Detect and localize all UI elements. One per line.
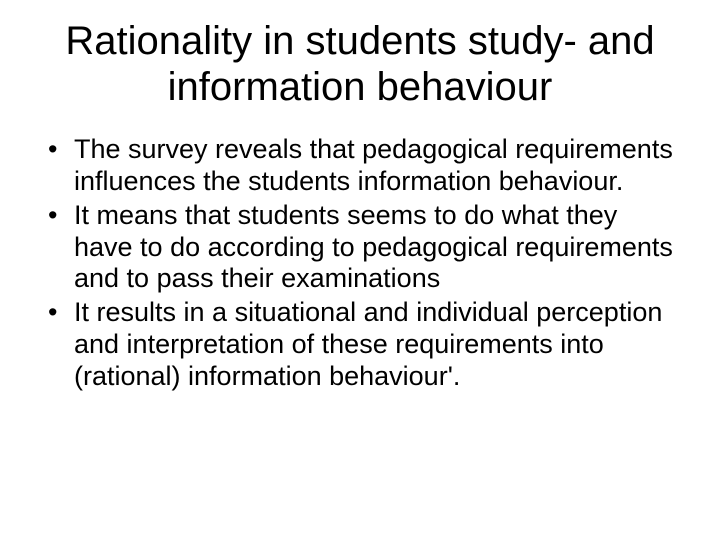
slide: Rationality in students study- and infor… bbox=[0, 0, 720, 540]
list-item: It results in a situational and individu… bbox=[40, 297, 680, 393]
bullet-list: The survey reveals that pedagogical requ… bbox=[40, 134, 680, 393]
list-item: The survey reveals that pedagogical requ… bbox=[40, 134, 680, 198]
list-item: It means that students seems to do what … bbox=[40, 200, 680, 296]
slide-title: Rationality in students study- and infor… bbox=[40, 18, 680, 110]
